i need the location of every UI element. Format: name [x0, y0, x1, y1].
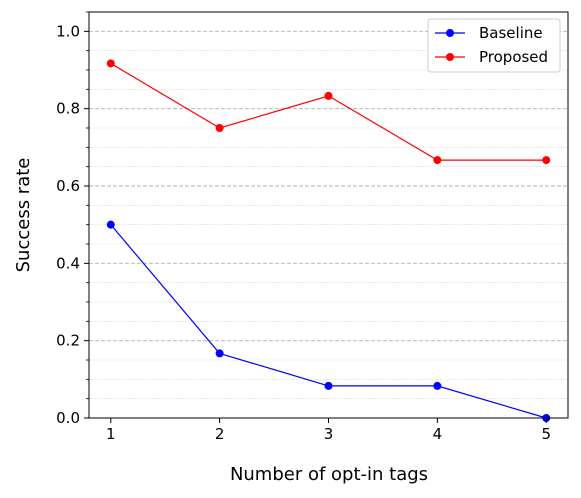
baseline-data-point	[433, 381, 442, 390]
legend-baseline-marker	[446, 29, 454, 37]
x-tick-label: 5	[541, 425, 551, 443]
baseline-data-point	[215, 349, 224, 358]
proposed-data-point	[542, 156, 551, 165]
y-tick-label: 0.6	[56, 177, 80, 195]
y-tick-label: 0.8	[56, 100, 80, 118]
legend-proposed-marker	[446, 53, 454, 61]
legend: Baseline Proposed	[427, 18, 561, 73]
y-tick-label: 1.0	[56, 22, 80, 40]
x-axis: 1 2 3 4 5	[106, 418, 551, 443]
y-tick-label: 0.2	[56, 332, 80, 350]
series-markers	[106, 59, 551, 422]
proposed-data-point	[215, 124, 224, 132]
x-tick-label: 1	[106, 425, 116, 443]
legend-proposed-label: Proposed	[479, 48, 548, 66]
x-tick-label: 4	[433, 425, 443, 443]
proposed-data-point	[433, 156, 442, 165]
y-axis-label: Success rate	[13, 158, 34, 273]
x-axis-label: Number of opt-in tags	[230, 464, 428, 485]
legend-baseline-label: Baseline	[479, 24, 543, 42]
proposed-series-line	[110, 62, 547, 161]
x-tick-label: 2	[215, 425, 225, 443]
baseline-data-point	[324, 381, 333, 390]
plot-frame	[88, 11, 569, 419]
x-tick-label: 3	[324, 425, 334, 443]
proposed-data-point	[106, 59, 115, 68]
y-tick-label: 0.4	[56, 254, 80, 272]
series-lines	[110, 62, 547, 419]
baseline-data-point	[106, 220, 115, 229]
proposed-data-point	[324, 91, 333, 100]
legend-box	[427, 18, 561, 73]
y-tick-label: 0.0	[56, 409, 80, 427]
y-axis: 0.0 0.2 0.4 0.6 0.8 1.0	[56, 11, 89, 427]
